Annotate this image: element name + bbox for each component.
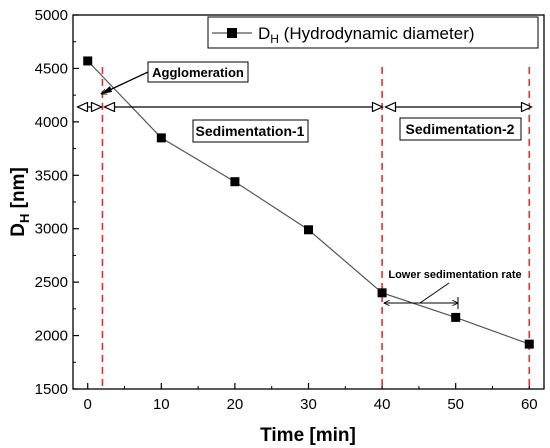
y-tick-label: 3000 xyxy=(35,221,68,238)
y-axis-title-rest: [nm] xyxy=(8,167,29,213)
legend-marker-sample xyxy=(227,28,237,38)
lower-rate-label-box xyxy=(385,265,525,283)
x-tick-label: 30 xyxy=(300,396,317,413)
data-point xyxy=(230,177,240,187)
y-tick-label: 5000 xyxy=(35,7,68,24)
plot-frame xyxy=(72,14,545,390)
data-point xyxy=(451,312,461,322)
x-axis-tick-labels: 0 10 20 30 40 50 60 xyxy=(84,396,538,413)
x-tick-label: 60 xyxy=(521,396,538,413)
legend-label: DH (Hydrodynamic diameter) xyxy=(258,24,475,46)
data-point xyxy=(377,288,387,298)
data-point xyxy=(156,133,166,143)
data-point xyxy=(83,56,93,66)
x-tick-label: 0 xyxy=(84,396,92,413)
y-axis-title-sub: H xyxy=(17,214,32,223)
y-tick-label: 3500 xyxy=(35,167,68,184)
legend-box xyxy=(207,16,539,49)
y-tick-label: 1500 xyxy=(35,381,68,398)
sedimentation-2-label: Sedimentation-2 xyxy=(406,121,515,137)
lower-rate-pointer xyxy=(419,282,450,304)
sedimentation-2-label-box xyxy=(399,117,522,141)
x-tick-label: 50 xyxy=(447,396,464,413)
event-lines xyxy=(101,67,531,389)
sedimentation-1-label: Sedimentation-1 xyxy=(196,123,305,139)
y-axis-title: DH [nm] xyxy=(8,167,32,237)
y-axis-tick-labels: 1500 2000 2500 3000 3500 4000 4500 5000 xyxy=(35,7,68,398)
legend-label-sub: H xyxy=(270,32,279,46)
x-tick-label: 40 xyxy=(374,396,391,413)
agglomeration-label: Agglomeration xyxy=(152,65,244,80)
x-tick-label: 10 xyxy=(153,396,170,413)
y-axis-ticks xyxy=(73,14,79,390)
series-line xyxy=(87,60,530,345)
data-point xyxy=(524,339,534,349)
x-axis-ticks xyxy=(87,383,530,389)
data-point xyxy=(304,225,313,235)
x-tick-label: 20 xyxy=(227,396,244,413)
y-tick-label: 2000 xyxy=(35,328,68,345)
agglomeration-pointer-head xyxy=(101,86,112,94)
legend-label-rest: (Hydrodynamic diameter) xyxy=(279,24,475,43)
agglomeration-label-box xyxy=(147,61,249,83)
lower-rate-label: Lower sedimentation rate xyxy=(388,269,521,281)
legend-label-main: D xyxy=(258,24,270,43)
sedimentation-1-label-box xyxy=(192,119,309,143)
series-points xyxy=(83,56,534,349)
y-tick-label: 2500 xyxy=(35,274,68,291)
y-tick-label: 4500 xyxy=(35,60,68,77)
y-tick-label: 4000 xyxy=(35,114,68,131)
x-axis-title: Time [min] xyxy=(260,425,356,446)
y-axis-title-main: D xyxy=(8,223,29,237)
